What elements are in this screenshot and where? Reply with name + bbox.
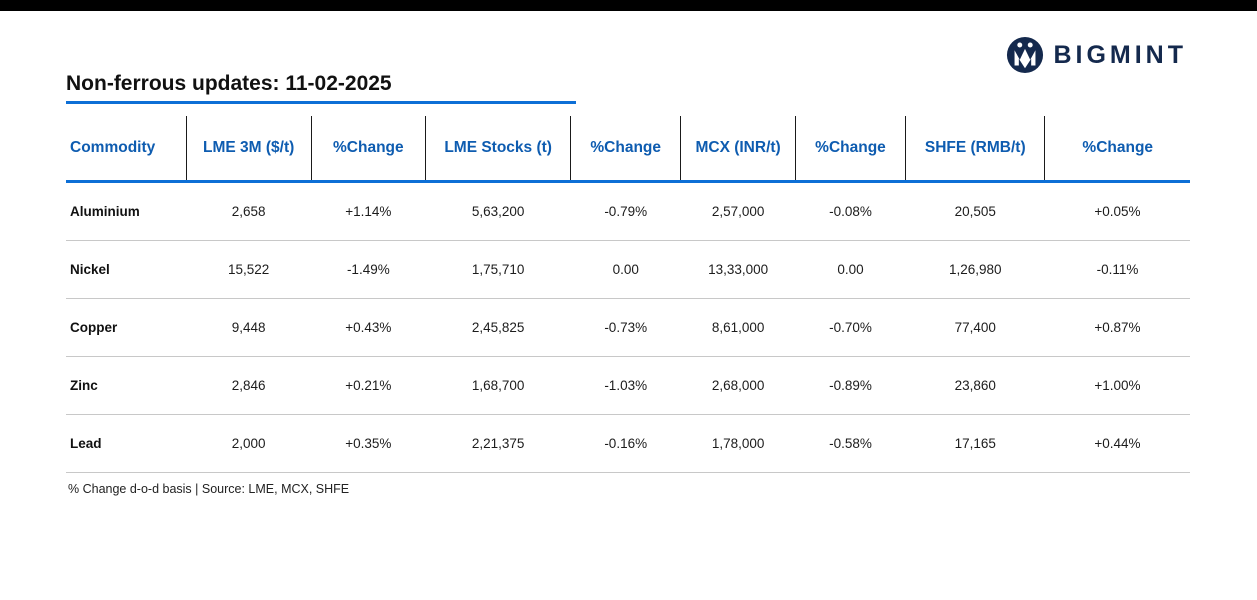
- value-cell: 13,33,000: [680, 240, 796, 299]
- change-cell: +0.43%: [311, 298, 426, 357]
- table-row-zinc: Zinc 2,846 +0.21% 1,68,700 -1.03% 2,68,0…: [66, 356, 1190, 415]
- change-cell: -0.79%: [570, 181, 681, 241]
- change-cell: -0.89%: [795, 356, 906, 415]
- change-cell: 0.00: [795, 240, 906, 299]
- table-body: Aluminium 2,658 +1.14% 5,63,200 -0.79% 2…: [66, 181, 1190, 473]
- change-cell: -0.16%: [570, 414, 681, 473]
- commodity-cell: Zinc: [66, 356, 187, 415]
- change-cell: -1.49%: [311, 240, 426, 299]
- change-cell: -0.11%: [1044, 240, 1190, 299]
- table-row-copper: Copper 9,448 +0.43% 2,45,825 -0.73% 8,61…: [66, 298, 1190, 357]
- change-cell: -1.03%: [570, 356, 681, 415]
- value-cell: 2,658: [186, 181, 312, 241]
- source-footnote: % Change d-o-d basis | Source: LME, MCX,…: [68, 482, 350, 496]
- brand-logo: BIGMINT: [1006, 36, 1187, 74]
- col-header-shfe-change: %Change: [1044, 116, 1190, 183]
- value-cell: 23,860: [905, 356, 1045, 415]
- table-row-nickel: Nickel 15,522 -1.49% 1,75,710 0.00 13,33…: [66, 240, 1190, 299]
- commodity-cell: Lead: [66, 414, 187, 473]
- commodity-cell: Copper: [66, 298, 187, 357]
- value-cell: 2,68,000: [680, 356, 796, 415]
- col-header-mcx: MCX (INR/t): [680, 116, 796, 183]
- value-cell: 20,505: [905, 181, 1045, 241]
- value-cell: 5,63,200: [425, 181, 571, 241]
- change-cell: -0.58%: [795, 414, 906, 473]
- change-cell: +0.21%: [311, 356, 426, 415]
- commodity-cell: Nickel: [66, 240, 187, 299]
- change-cell: +0.87%: [1044, 298, 1190, 357]
- value-cell: 9,448: [186, 298, 312, 357]
- value-cell: 1,75,710: [425, 240, 571, 299]
- value-cell: 2,846: [186, 356, 312, 415]
- table-row-lead: Lead 2,000 +0.35% 2,21,375 -0.16% 1,78,0…: [66, 414, 1190, 473]
- value-cell: 2,21,375: [425, 414, 571, 473]
- col-header-lme-stocks: LME Stocks (t): [425, 116, 571, 183]
- value-cell: 2,000: [186, 414, 312, 473]
- commodity-cell: Aluminium: [66, 181, 187, 241]
- change-cell: -0.08%: [795, 181, 906, 241]
- value-cell: 2,45,825: [425, 298, 571, 357]
- value-cell: 15,522: [186, 240, 312, 299]
- col-header-shfe: SHFE (RMB/t): [905, 116, 1045, 183]
- commodity-table-container: Commodity LME 3M ($/t) %Change LME Stock…: [66, 116, 1190, 496]
- top-black-bar: [0, 0, 1257, 11]
- change-cell: +0.35%: [311, 414, 426, 473]
- brand-name: BIGMINT: [1053, 40, 1187, 69]
- title-underline: [66, 101, 576, 104]
- col-header-commodity: Commodity: [66, 116, 187, 183]
- change-cell: +1.14%: [311, 181, 426, 241]
- table-row-aluminium: Aluminium 2,658 +1.14% 5,63,200 -0.79% 2…: [66, 181, 1190, 241]
- col-header-mcx-change: %Change: [794, 116, 906, 183]
- bigmint-logo-icon: [1006, 36, 1044, 74]
- header-row: Commodity LME 3M ($/t) %Change LME Stock…: [66, 116, 1190, 183]
- change-cell: +1.00%: [1044, 356, 1190, 415]
- change-cell: +0.44%: [1044, 414, 1190, 473]
- change-cell: +0.05%: [1044, 181, 1190, 241]
- value-cell: 77,400: [905, 298, 1045, 357]
- table-header: Commodity LME 3M ($/t) %Change LME Stock…: [66, 116, 1190, 183]
- change-cell: -0.70%: [795, 298, 906, 357]
- value-cell: 2,57,000: [680, 181, 796, 241]
- value-cell: 1,78,000: [680, 414, 796, 473]
- change-cell: 0.00: [570, 240, 681, 299]
- value-cell: 17,165: [905, 414, 1045, 473]
- value-cell: 1,68,700: [425, 356, 571, 415]
- col-header-lme3m-change: %Change: [310, 116, 426, 183]
- page-title: Non-ferrous updates: 11-02-2025: [66, 72, 392, 95]
- value-cell: 1,26,980: [905, 240, 1045, 299]
- value-cell: 8,61,000: [680, 298, 796, 357]
- commodity-table: Commodity LME 3M ($/t) %Change LME Stock…: [66, 116, 1190, 473]
- col-header-lme-stocks-change: %Change: [570, 116, 681, 183]
- change-cell: -0.73%: [570, 298, 681, 357]
- col-header-lme3m: LME 3M ($/t): [185, 116, 312, 183]
